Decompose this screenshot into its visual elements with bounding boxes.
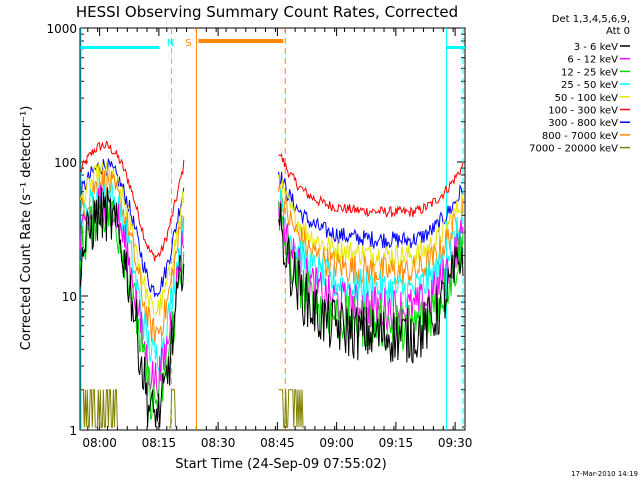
saa-bar — [198, 39, 284, 43]
x-tick-label: 09:30 — [438, 436, 473, 450]
legend-label: 300 - 800 keV — [548, 118, 618, 129]
y-tick-label: 1000 — [46, 22, 77, 36]
x-tick-label: 09:00 — [319, 436, 354, 450]
x-tick-label: 08:30 — [201, 436, 236, 450]
series-line-6-seg1 — [278, 201, 464, 351]
night-bar — [80, 46, 160, 49]
series-line-2-seg0 — [79, 161, 185, 317]
series-line-0-seg0 — [79, 140, 185, 262]
legend-label: 25 - 50 keV — [561, 80, 618, 91]
series-line-1-seg1 — [278, 171, 464, 250]
series-line-3-seg1 — [278, 181, 464, 286]
legend-label: 3 - 6 keV — [574, 42, 618, 53]
y-axis-label: Corrected Count Rate (s⁻¹ detector⁻¹) — [19, 106, 34, 351]
y-tick-label: 100 — [54, 156, 77, 170]
y-tick-label: 1 — [69, 424, 77, 438]
series-line-high-energy-seg0 — [80, 389, 118, 428]
legend-label: 800 - 7000 keV — [542, 131, 618, 142]
legend-label: 6 - 12 keV — [567, 55, 618, 66]
chart-title: HESSI Observing Summary Count Rates, Cor… — [76, 3, 458, 21]
x-axis-label: Start Time (24-Sep-09 07:55:02) — [175, 457, 386, 472]
series-line-5-seg0 — [79, 184, 185, 399]
series-line-high-energy-seg1 — [168, 389, 176, 428]
x-tick-label: 08:15 — [142, 436, 177, 450]
legend-header: Att 0 — [606, 26, 630, 37]
legend-label: 50 - 100 keV — [555, 93, 619, 104]
x-tick-label: 08:00 — [82, 436, 117, 450]
series-line-high-energy-seg2 — [278, 389, 305, 428]
legend-label: 100 - 300 keV — [548, 106, 618, 117]
legend-label: 12 - 25 keV — [561, 67, 618, 78]
plot-area: 1 10 100 1000 08:00 08:15 08:30 08:45 09:00 09:15… — [46, 22, 472, 450]
night-bar-2 — [446, 46, 465, 49]
plot-frame — [79, 27, 466, 431]
annotation-s: S — [185, 38, 191, 49]
x-tick-label: 09:15 — [379, 436, 414, 450]
legend: Det 1,3,4,5,6,9,Att 0 3 - 6 keV 6 - 12 keV… — [529, 14, 630, 155]
x-tick-label: 08:45 — [260, 436, 295, 450]
legend-label: 7000 - 20000 keV — [529, 144, 618, 155]
annotation-n: N — [167, 38, 174, 49]
series-line-7-seg0 — [79, 187, 185, 428]
footer-date: 17-Mar-2010 14:19 — [571, 470, 638, 478]
legend-header: Det 1,3,4,5,6,9, — [552, 14, 630, 25]
series-line-0-seg1 — [278, 152, 464, 219]
series-line-7-seg1 — [278, 203, 464, 364]
y-tick-label: 10 — [62, 290, 77, 304]
